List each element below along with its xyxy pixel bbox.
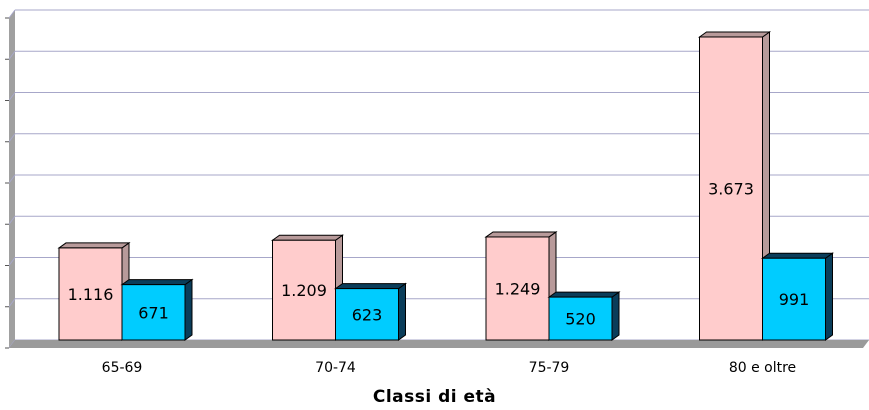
x-tick-label: 70-74	[315, 360, 356, 376]
bar	[58, 247, 123, 341]
data-label: 3.673	[708, 179, 754, 198]
data-label: 1.116	[68, 285, 114, 304]
bar-top	[120, 279, 194, 286]
bar-top	[57, 242, 131, 249]
gridline-wall	[8, 174, 16, 184]
x-tick-label: 75-79	[529, 360, 570, 376]
bar	[121, 284, 186, 341]
gridline-wall	[8, 133, 16, 143]
x-tick-label: 80 e oltre	[729, 360, 796, 376]
bar	[762, 257, 826, 341]
gridline-wall	[8, 298, 16, 308]
bar	[699, 36, 763, 341]
bar	[335, 288, 399, 341]
bar-top	[333, 283, 408, 290]
data-label: 623	[352, 305, 383, 324]
bar-side	[611, 291, 620, 341]
bar-side	[184, 278, 193, 341]
bar-side	[825, 252, 833, 341]
bar-top	[270, 234, 345, 241]
gridline-wall	[8, 92, 16, 101]
bar-top	[760, 252, 835, 259]
gridline-wall	[8, 9, 16, 19]
chart-floor	[9, 340, 869, 348]
bar-top	[484, 231, 558, 238]
bar	[272, 239, 336, 341]
data-label: 520	[565, 310, 596, 329]
bar-chart: 1.116 671 65-69 1.209 623 70-74 1.249 520 75-79 3…	[5, 9, 869, 376]
gridline-wall	[8, 257, 16, 266]
data-label: 1.209	[281, 281, 327, 300]
data-label: 991	[779, 290, 810, 309]
data-label: 671	[138, 303, 169, 322]
x-tick-label: 65-69	[102, 360, 143, 376]
gridline-wall	[8, 50, 16, 60]
x-axis-title: Classi di età	[372, 387, 497, 407]
gridline-wall	[8, 215, 16, 225]
data-label: 1.249	[495, 279, 541, 298]
bar-top	[547, 291, 621, 298]
bar	[548, 296, 613, 341]
bar-top	[697, 31, 772, 38]
bar-side	[398, 282, 406, 341]
bar	[485, 236, 550, 341]
